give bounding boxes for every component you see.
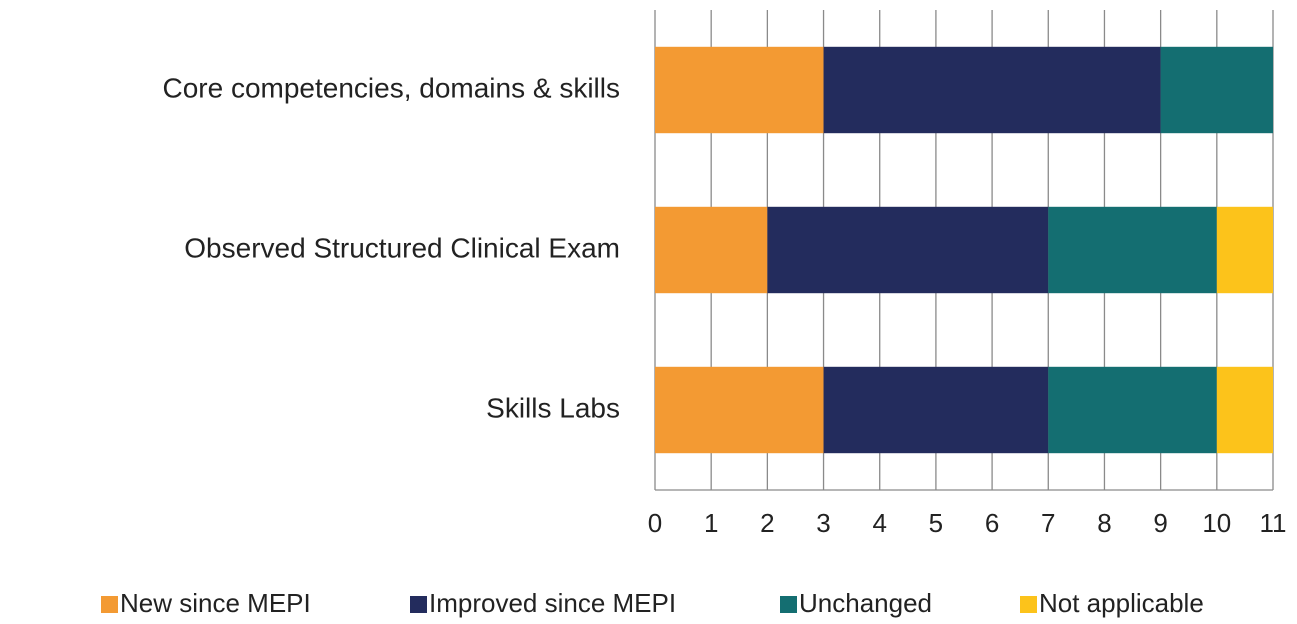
legend-swatch	[410, 596, 427, 613]
x-tick-label: 4	[872, 508, 886, 538]
legend-swatch	[101, 596, 118, 613]
x-tick-label: 7	[1041, 508, 1055, 538]
y-tick-label: Core competencies, domains & skills	[162, 72, 620, 103]
bar-segment	[1048, 206, 1217, 294]
legend-label: New since MEPI	[120, 588, 311, 618]
x-tick-label: 10	[1202, 508, 1231, 538]
x-tick-label: 11	[1260, 508, 1287, 538]
bar-segment	[1048, 366, 1217, 454]
x-tick-label: 3	[816, 508, 830, 538]
x-tick-label: 9	[1153, 508, 1167, 538]
x-tick-label: 2	[760, 508, 774, 538]
legend-swatch	[780, 596, 797, 613]
legend-label: Improved since MEPI	[429, 588, 676, 618]
x-tick-label: 8	[1097, 508, 1111, 538]
y-tick-label: Observed Structured Clinical Exam	[184, 232, 620, 263]
legend-label: Not applicable	[1039, 588, 1204, 618]
y-tick-label: Skills Labs	[486, 392, 620, 423]
legend-swatch	[1020, 596, 1037, 613]
bar-segment	[655, 366, 824, 454]
bar-segment	[823, 46, 1161, 134]
x-tick-label: 6	[985, 508, 999, 538]
x-tick-label: 5	[929, 508, 943, 538]
x-tick-label: 1	[704, 508, 718, 538]
legend-label: Unchanged	[799, 588, 932, 618]
bar-segment	[1216, 366, 1273, 454]
bar-segment	[655, 206, 768, 294]
bar-segment	[655, 46, 824, 134]
bar-segment	[1216, 206, 1273, 294]
bar-segment	[1160, 46, 1273, 134]
bar-segment	[767, 206, 1049, 294]
x-tick-label: 0	[648, 508, 662, 538]
bar-segment	[823, 366, 1049, 454]
